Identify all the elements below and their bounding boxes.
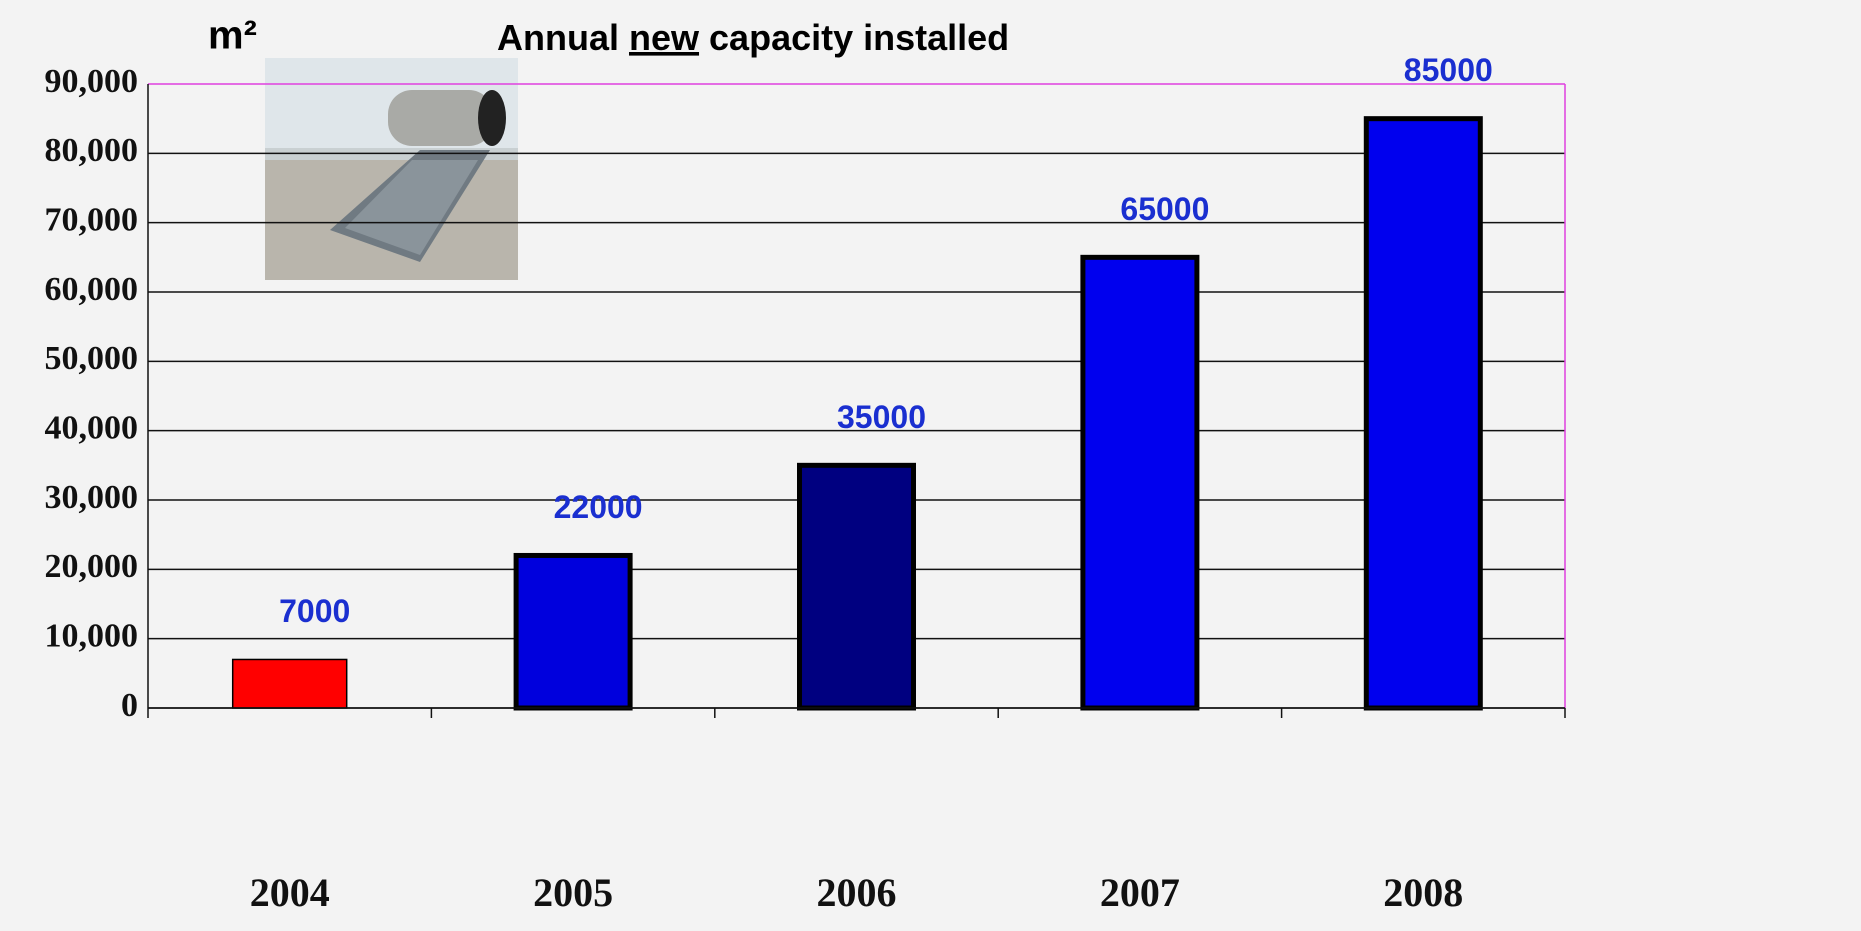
y-tick-label: 70,000 [45, 201, 139, 238]
chart-title: Annual new capacity installed [497, 17, 1009, 58]
y-tick-label: 20,000 [45, 548, 139, 585]
y-tick-label: 40,000 [45, 409, 139, 446]
x-tick-label: 2008 [1383, 870, 1463, 915]
x-tick-label: 2007 [1100, 870, 1180, 915]
y-tick-label: 0 [121, 687, 138, 724]
bar [797, 462, 916, 711]
photo [265, 58, 518, 280]
bar [1363, 116, 1483, 711]
y-tick-label: 30,000 [45, 479, 139, 516]
x-tick-label: 2005 [533, 870, 613, 915]
y-tick-label: 90,000 [45, 63, 139, 100]
bar [1080, 254, 1200, 711]
value-label: 85000 [1404, 52, 1493, 88]
y-axis-label: m² [208, 14, 257, 58]
y-tick-label: 60,000 [45, 271, 139, 308]
bar [513, 552, 633, 711]
bar [231, 658, 348, 709]
value-label: 22000 [554, 489, 643, 525]
y-tick-label: 50,000 [45, 340, 139, 377]
y-tick-label: 80,000 [45, 132, 139, 169]
x-tick-label: 2004 [250, 870, 330, 915]
y-tick-label: 10,000 [45, 617, 139, 654]
x-tick-label: 2006 [817, 870, 897, 915]
value-label: 65000 [1120, 191, 1209, 227]
value-label: 7000 [279, 593, 350, 629]
value-label: 35000 [837, 399, 926, 435]
